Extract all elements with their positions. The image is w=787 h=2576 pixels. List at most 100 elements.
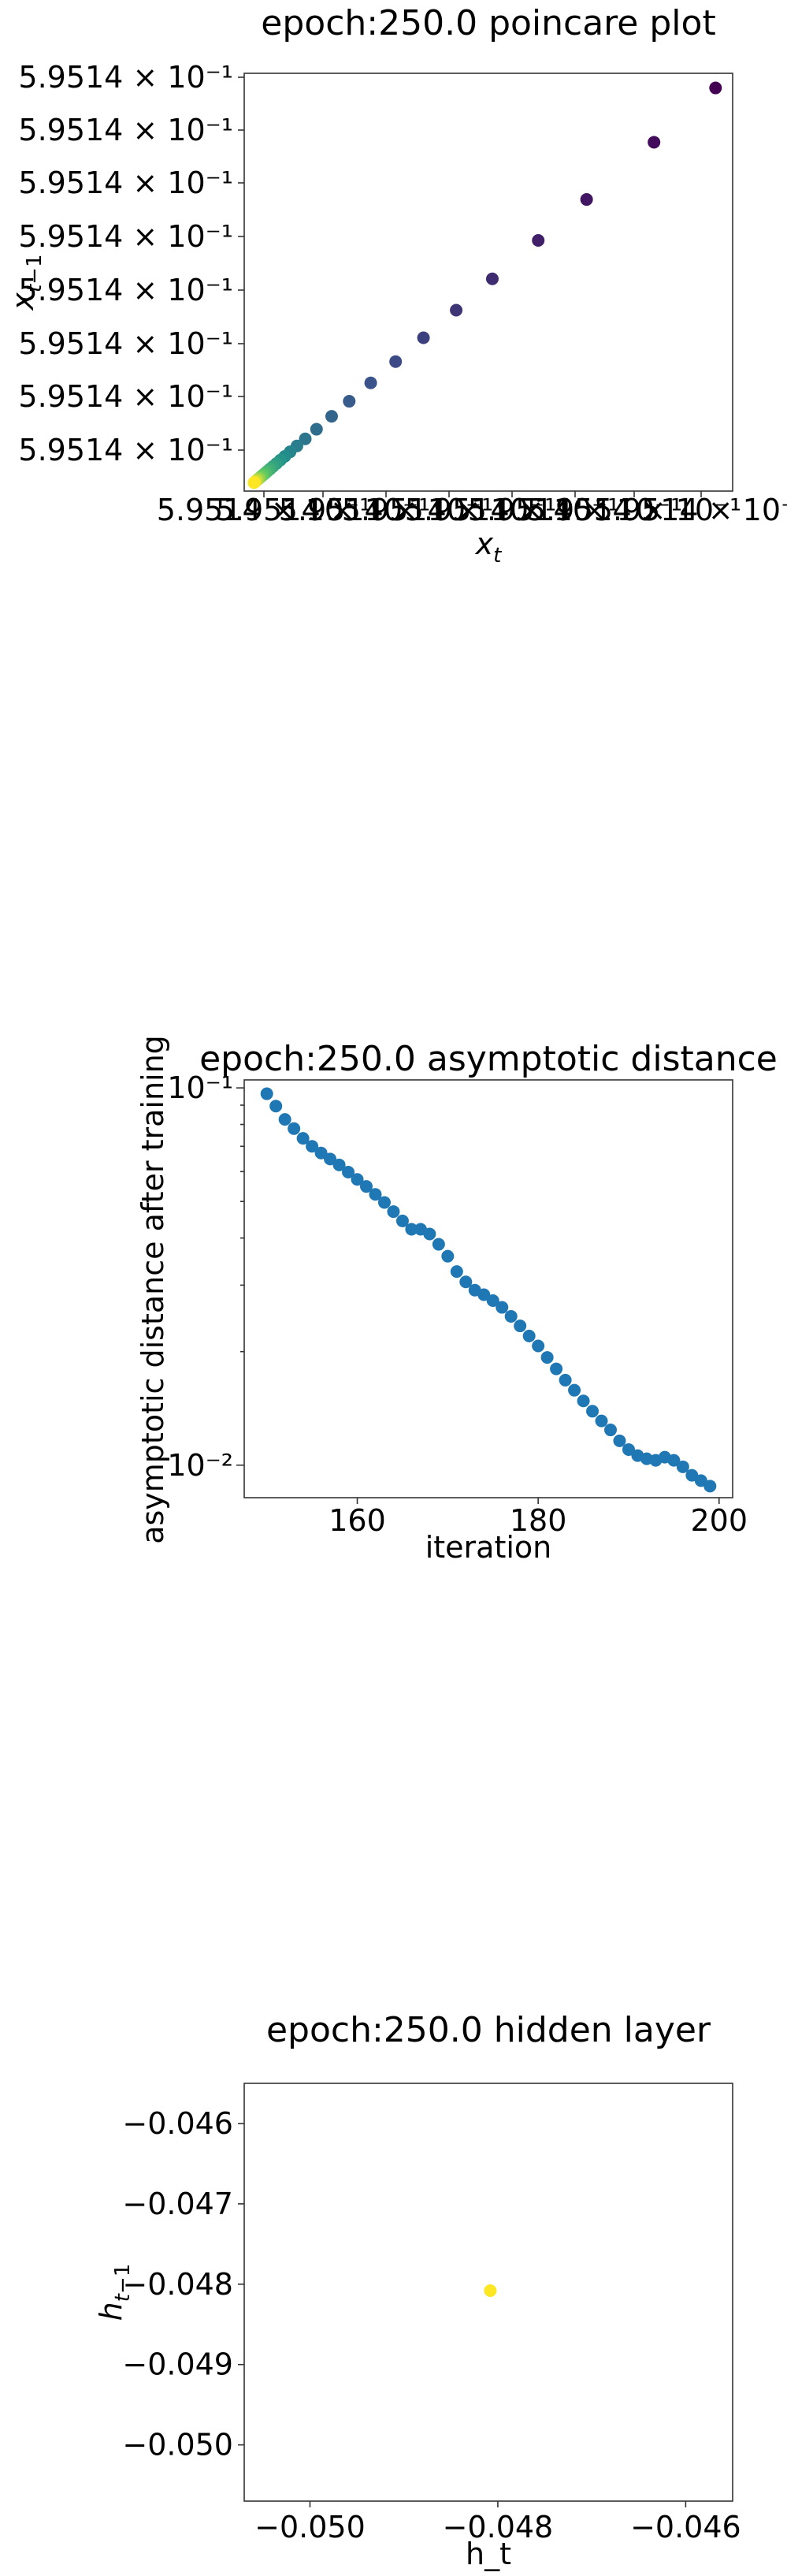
asymptotic-x-tick-label: 160 xyxy=(329,1503,386,1538)
poincare-points xyxy=(247,81,722,490)
asymptotic-point xyxy=(595,1414,608,1428)
asymptotic-x-label: iteration xyxy=(425,1530,552,1565)
asymptotic-point xyxy=(450,1265,463,1279)
poincare-point xyxy=(532,234,545,247)
poincare-y-tick-label: 5.9514 × 10⁻¹ xyxy=(18,219,233,254)
asymptotic-point xyxy=(260,1087,273,1100)
hidden-y-label: ht−1 xyxy=(94,2264,135,2321)
hidden-y-ticks: −0.046 −0.047 −0.048 −0.049 −0.050 xyxy=(122,2106,244,2462)
poincare-y-tick-label: 5.9514 × 10⁻¹ xyxy=(18,433,233,467)
asymptotic-point xyxy=(522,1329,536,1342)
poincare-y-tick-label: 5.9514 × 10⁻¹ xyxy=(18,273,233,307)
poincare-point xyxy=(247,476,261,490)
hidden-plot-area xyxy=(243,2083,733,2502)
poincare-y-label: xt−1 xyxy=(6,254,46,311)
hidden-layer-chart: epoch:250.0 hidden layer −0.046 −0.047 −0.… xyxy=(94,2010,741,2571)
asymptotic-point xyxy=(540,1351,554,1364)
asymptotic-point xyxy=(306,1140,319,1153)
asymptotic-point xyxy=(278,1113,291,1126)
asymptotic-y-tick-label: 10⁻¹ xyxy=(167,1070,233,1105)
asymptotic-point xyxy=(477,1288,491,1301)
asymptotic-point xyxy=(532,1339,545,1353)
asymptotic-y-ticks: 10⁻² 10⁻¹ xyxy=(167,1070,244,1483)
asymptotic-point xyxy=(387,1205,400,1219)
hidden-title: epoch:250.0 hidden layer xyxy=(266,2010,711,2050)
asymptotic-point xyxy=(324,1152,337,1166)
hidden-point xyxy=(484,2284,497,2297)
poincare-point xyxy=(299,432,312,445)
asymptotic-x-tick-label: 180 xyxy=(510,1503,567,1538)
poincare-y-tick-label: 5.9514 × 10⁻¹ xyxy=(18,60,233,95)
hidden-y-tick-label: −0.047 xyxy=(122,2187,233,2221)
hidden-x-label: h_t xyxy=(466,2537,511,2571)
poincare-y-tick-label: 5.9514 × 10⁻¹ xyxy=(18,113,233,147)
poincare-point xyxy=(364,376,377,389)
asymptotic-point xyxy=(405,1223,418,1236)
asymptotic-point xyxy=(622,1442,635,1456)
poincare-chart: epoch:250.0 poincare plot 5.9514 × 10⁻¹5… xyxy=(6,3,787,568)
asymptotic-x-ticks: 160 180 200 xyxy=(329,1498,748,1538)
hidden-points xyxy=(484,2284,497,2297)
poincare-point xyxy=(450,303,463,317)
hidden-y-tick-label: −0.049 xyxy=(122,2347,233,2382)
poincare-point xyxy=(709,81,722,95)
poincare-x-ticks: 5.9514 × 10⁻¹5.9514 × 10⁻¹5.9514 × 10⁻¹5… xyxy=(157,491,787,527)
poincare-x-tick-label: 5.9514 × 10⁻¹ xyxy=(527,493,742,527)
asymptotic-point xyxy=(486,1294,499,1307)
asymptotic-point xyxy=(676,1460,689,1473)
poincare-point xyxy=(325,410,338,423)
asymptotic-y-tick-label: 10⁻² xyxy=(167,1448,233,1483)
asymptotic-point xyxy=(432,1238,445,1251)
asymptotic-point xyxy=(613,1434,626,1447)
poincare-x-tick-label: 5.9514 × 10⁻¹ xyxy=(594,493,787,527)
asymptotic-point xyxy=(360,1180,373,1193)
asymptotic-point xyxy=(342,1166,355,1179)
asymptotic-y-label: asymptotic distance after training xyxy=(135,1035,170,1544)
poincare-x-tick-label: 5.9514 × 10⁻¹ xyxy=(157,493,372,527)
asymptotic-point xyxy=(703,1480,717,1493)
poincare-x-tick-label: 5.9514 × 10⁻¹ xyxy=(468,493,683,527)
hidden-x-tick-label: −0.050 xyxy=(254,2510,366,2544)
poincare-x-tick-label: 5.9514 × 10⁻¹ xyxy=(405,493,620,527)
asymptotic-point xyxy=(377,1196,391,1209)
asymptotic-point xyxy=(288,1122,301,1135)
poincare-y-tick-label: 5.9514 × 10⁻¹ xyxy=(18,166,233,200)
asymptotic-title: epoch:250.0 asymptotic distance xyxy=(199,1039,778,1079)
poincare-point xyxy=(648,136,661,149)
asymptotic-plot-area xyxy=(243,1079,733,1498)
asymptotic-point xyxy=(568,1383,581,1397)
poincare-y-tick-label: 5.9514 × 10⁻¹ xyxy=(18,379,233,414)
poincare-point xyxy=(343,395,356,408)
asymptotic-point xyxy=(667,1454,681,1467)
poincare-x-label: xt xyxy=(475,527,503,568)
asymptotic-point xyxy=(559,1373,572,1387)
asymptotic-point xyxy=(395,1214,409,1227)
hidden-y-tick-label: −0.048 xyxy=(122,2267,233,2302)
hidden-x-tick-label: −0.048 xyxy=(443,2510,554,2544)
asymptotic-point xyxy=(694,1474,707,1487)
asymptotic-point xyxy=(423,1227,436,1241)
asymptotic-point xyxy=(459,1275,473,1289)
poincare-plot-area xyxy=(243,73,733,492)
asymptotic-distance-chart: epoch:250.0 asymptotic distance 10⁻² 10⁻¹… xyxy=(135,1035,778,1565)
asymptotic-point xyxy=(514,1320,527,1333)
asymptotic-point xyxy=(504,1309,518,1323)
asymptotic-point xyxy=(296,1132,310,1145)
asymptotic-point xyxy=(351,1173,364,1186)
poincare-x-tick-label: 5.9514 × 10⁻¹ xyxy=(342,493,557,527)
asymptotic-point xyxy=(332,1158,346,1171)
poincare-point xyxy=(580,193,593,207)
asymptotic-point xyxy=(496,1301,509,1314)
asymptotic-point xyxy=(550,1362,563,1375)
hidden-x-tick-label: −0.046 xyxy=(630,2510,741,2544)
asymptotic-point xyxy=(577,1394,590,1408)
poincare-title: epoch:250.0 poincare plot xyxy=(261,3,715,43)
hidden-x-ticks: −0.050 −0.048 −0.046 xyxy=(254,2501,741,2544)
asymptotic-point xyxy=(586,1405,600,1418)
poincare-y-tick-label: 5.9514 × 10⁻¹ xyxy=(18,326,233,361)
asymptotic-point xyxy=(269,1100,283,1113)
hidden-y-tick-label: −0.050 xyxy=(122,2428,233,2462)
asymptotic-point xyxy=(604,1424,617,1437)
asymptotic-point xyxy=(441,1249,455,1263)
